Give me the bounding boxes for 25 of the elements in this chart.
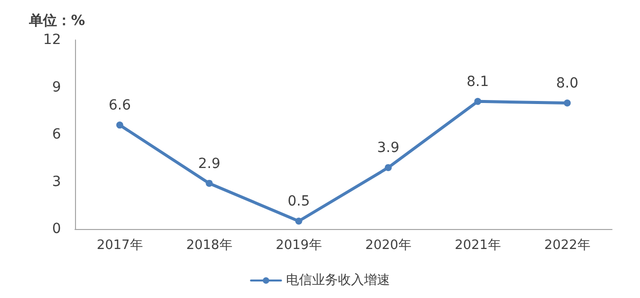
- x-tick-label: 2018年: [186, 238, 232, 253]
- y-tick-label: 0: [52, 221, 61, 237]
- y-tick-label: 6: [52, 126, 62, 142]
- y-tick-label: 9: [52, 79, 61, 96]
- data-label: 8.1: [466, 74, 489, 90]
- x-tick-label: 2022年: [544, 238, 590, 253]
- x-tick-label: 2020年: [365, 238, 412, 253]
- y-axis-title: 单位：%: [28, 13, 85, 29]
- point: [474, 98, 482, 105]
- x-tick-label: 2021年: [454, 238, 501, 253]
- x-tick-label: 2019年: [276, 238, 322, 253]
- data-label: 6.6: [108, 98, 131, 114]
- point: [206, 180, 213, 187]
- point: [384, 164, 392, 172]
- y-tick-label: 3: [52, 174, 61, 190]
- point: [295, 218, 302, 225]
- data-label: 8.0: [556, 76, 578, 92]
- data-label: 2.9: [198, 156, 220, 172]
- legend-label: 电信业务收入增速: [286, 273, 390, 288]
- point: [564, 100, 571, 106]
- x-tick-label: 2017年: [96, 238, 143, 253]
- data-label: 3.9: [377, 140, 400, 156]
- point: [116, 122, 124, 129]
- data-label: 0.5: [288, 194, 310, 210]
- y-tick-label: 12: [43, 32, 61, 48]
